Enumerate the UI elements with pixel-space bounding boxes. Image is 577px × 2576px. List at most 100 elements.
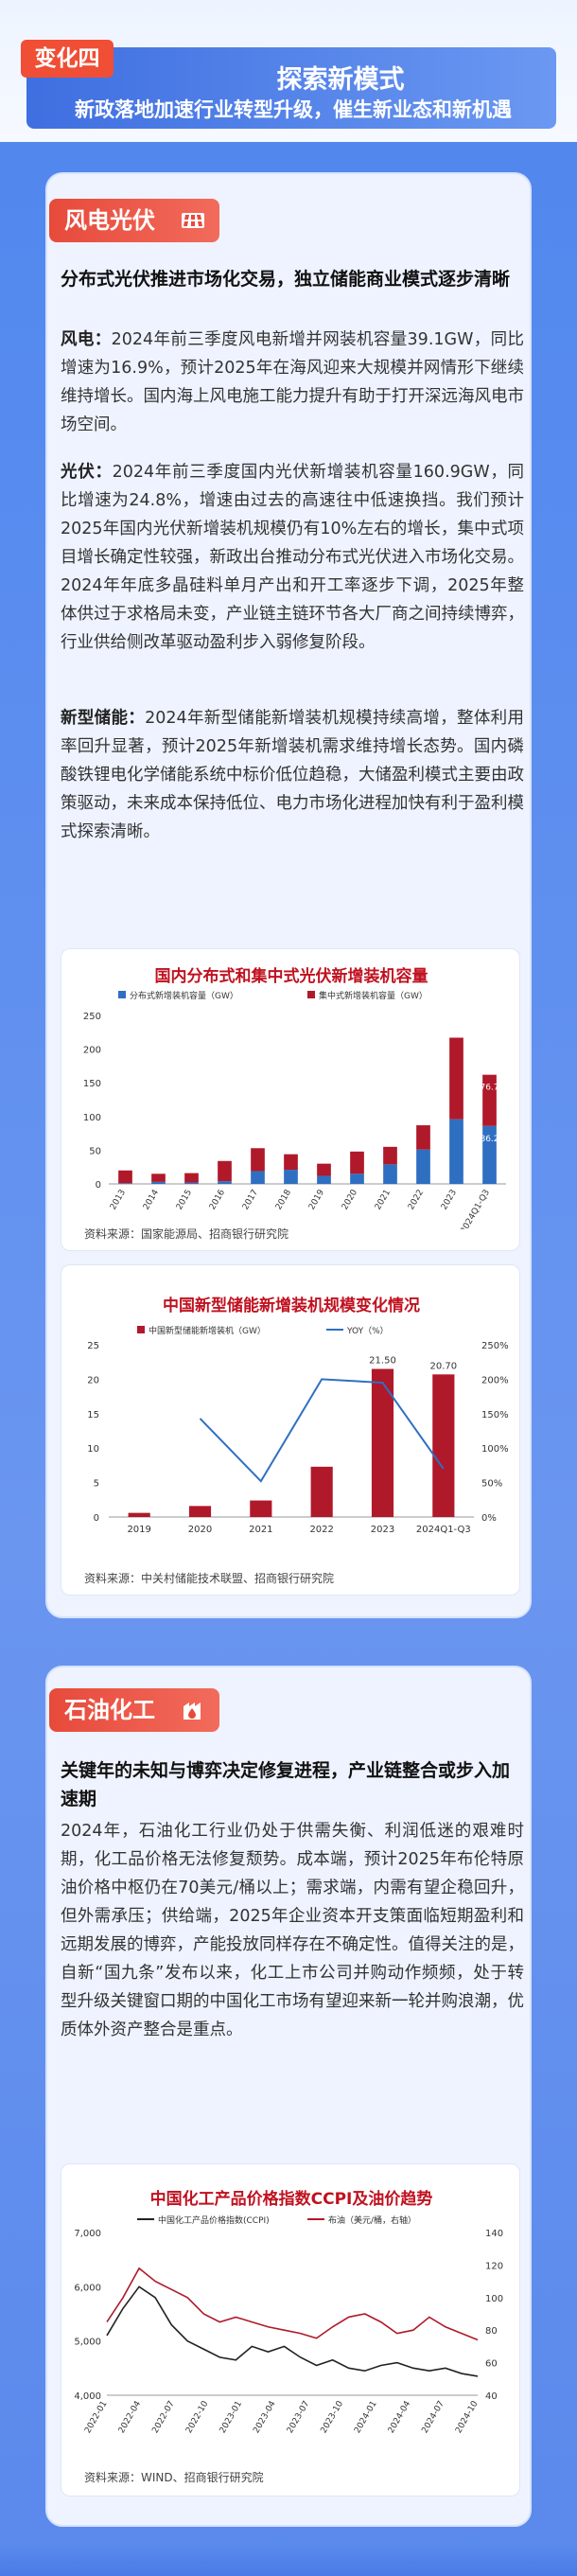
y2-tick-label: 80 — [485, 2326, 498, 2337]
y-tick-label: 0 — [94, 1513, 99, 1524]
bar — [250, 1500, 272, 1517]
banner-title: 探索新模式 — [276, 65, 405, 95]
section-badge-petrochemical: 石油化工 — [49, 1688, 219, 1732]
bar — [371, 1368, 394, 1517]
y-tick-label: 7,000 — [74, 2229, 101, 2239]
bar — [317, 1175, 331, 1184]
legend-label: YOY（%） — [346, 1326, 389, 1336]
storage-text: 2024年新型储能新增装机规模持续高增，整体利用率回升显著，预计2025年新增装… — [61, 709, 524, 841]
section-tag: 变化四 — [21, 40, 114, 78]
x-tick-label: 2021 — [374, 1189, 393, 1212]
x-tick-label: 2019 — [127, 1525, 150, 1535]
bar — [317, 1163, 331, 1176]
section1-headline: 分布式光伏推进市场化交易，独立储能商业模式逐步清晰 — [61, 269, 511, 290]
y2-tick-label: 50% — [481, 1479, 502, 1490]
y2-tick-label: 100% — [481, 1444, 509, 1455]
series-line — [106, 2285, 479, 2377]
chart-pv-installations: 国内分布式和集中式光伏新增装机容量 分布式新增装机容量（GW） 集中式新增装机容量… — [61, 948, 520, 1251]
x-tick-label: 2020 — [341, 1188, 359, 1211]
bar — [151, 1173, 166, 1182]
y2-tick-label: 150% — [481, 1410, 509, 1420]
section2-headline: 关键年的未知与博弈决定修复进程，产业链整合或步入加速期 — [61, 1760, 511, 1809]
x-tick-label: 2019 — [307, 1188, 326, 1211]
x-tick-label: 2018 — [274, 1188, 293, 1211]
legend-label: 集中式新增装机容量（GW） — [319, 990, 428, 1001]
bar — [151, 1181, 166, 1184]
bar — [482, 1074, 497, 1126]
badge-label: 风电光伏 — [64, 207, 155, 234]
x-tick-label: 2017 — [241, 1189, 260, 1212]
bar — [482, 1125, 497, 1184]
x-tick-label: 2024-10 — [454, 2399, 481, 2435]
data-label: 21.50 — [369, 1355, 396, 1366]
bar — [218, 1160, 232, 1182]
bar — [449, 1037, 463, 1120]
storage-label: 新型储能： — [61, 709, 146, 728]
data-label: 86.2 — [480, 1135, 498, 1144]
y-tick-label: 200 — [83, 1046, 101, 1056]
y-tick-label: 20 — [87, 1375, 99, 1385]
solar-panel-icon — [182, 213, 204, 228]
legend-label: 布油（美元/桶，右轴） — [328, 2214, 416, 2226]
x-tick-label: 2022-10 — [184, 2399, 211, 2435]
bar — [416, 1125, 430, 1150]
bar — [251, 1148, 265, 1172]
y-tick-label: 100 — [83, 1113, 101, 1123]
legend-label: 分布式新增装机容量（GW） — [130, 990, 238, 1001]
bar — [416, 1149, 430, 1184]
bar — [218, 1181, 232, 1184]
bar — [449, 1119, 463, 1184]
x-tick-label: 2021 — [249, 1525, 272, 1535]
x-tick-label: 2022-07 — [150, 2400, 176, 2436]
x-tick-label: 2022-01 — [83, 2400, 109, 2436]
x-tick-label: 2020 — [188, 1525, 212, 1535]
chart-ccpi-oil: 中国化工产品价格指数CCPI及油价趋势 中国化工产品价格指数(CCPI) 布油（美… — [61, 2163, 520, 2497]
chart2-source: 资料来源：中关村储能技术联盟、招商银行研究院 — [84, 1572, 335, 1585]
y-tick-label: 250 — [83, 1012, 101, 1022]
data-label: 76.7 — [480, 1084, 498, 1093]
x-tick-label: 2014 — [142, 1188, 161, 1211]
x-tick-label: 2023 — [371, 1525, 394, 1535]
y-tick-label: 5,000 — [74, 2338, 101, 2348]
wind-paragraph: 风电：2024年前三季度风电新增并网装机容量39.1GW，同比增速为16.9%，… — [61, 326, 524, 439]
bar — [383, 1146, 397, 1165]
y2-tick-label: 250% — [481, 1341, 509, 1351]
wind-label: 风电： — [61, 330, 112, 349]
y-tick-label: 15 — [87, 1410, 99, 1420]
x-tick-label: 2022 — [309, 1525, 333, 1535]
y2-tick-label: 60 — [485, 2359, 498, 2370]
chart3-title: 中国化工产品价格指数CCPI及油价趋势 — [149, 2190, 433, 2209]
y2-tick-label: 40 — [485, 2391, 498, 2402]
oil-drop-icon — [184, 1703, 201, 1720]
bar — [251, 1171, 265, 1184]
x-tick-label: 2015 — [175, 1189, 194, 1212]
badge-label-2: 石油化工 — [64, 1697, 155, 1723]
legend-swatch — [137, 1326, 145, 1333]
x-tick-label: 2022 — [407, 1189, 426, 1212]
card-wind-solar: 风电光伏 分布式光伏推进市场化交易，独立储能商业模式逐步清晰 风电：2024年前… — [45, 172, 532, 1618]
wind-text: 2024年前三季度风电新增并网装机容量39.1GW，同比增速为16.9%，预计2… — [61, 330, 524, 434]
y-tick-label: 25 — [87, 1341, 99, 1351]
bar — [432, 1374, 455, 1517]
x-tick-label: 2023 — [440, 1189, 459, 1212]
bar — [284, 1154, 298, 1171]
banner-subtitle: 新政落地加速行业转型升级，催生新业态和新机遇 — [75, 98, 512, 121]
chart2-svg: 中国新型储能新增装机（GW） YOY（%）05101520250%50%100%1… — [87, 1325, 509, 1535]
banner-band — [26, 47, 556, 129]
x-tick-label: 2023-04 — [252, 2399, 278, 2435]
bar — [118, 1170, 132, 1184]
yoy-line — [199, 1378, 445, 1483]
bar — [118, 1183, 132, 1184]
x-tick-label: 2024-07 — [420, 2400, 446, 2436]
y2-tick-label: 140 — [485, 2229, 503, 2239]
chart1-source: 资料来源：国家能源局、招商银行研究院 — [84, 1227, 289, 1241]
bottom-strip — [0, 2546, 577, 2576]
bar — [350, 1173, 364, 1184]
x-tick-label: 2024Q1-Q3 — [459, 1189, 492, 1230]
header-banner: 变化四 探索新模式 新政落地加速行业转型升级，催生新业态和新机遇 — [0, 0, 577, 142]
card-petrochemical: 石油化工 关键年的未知与博弈决定修复进程，产业链整合或步入加速期 2024年，石… — [45, 1666, 532, 2527]
x-tick-label: 2023-10 — [320, 2399, 346, 2435]
section-badge-wind-solar: 风电光伏 — [49, 199, 219, 242]
x-tick-label: 2024-04 — [387, 2399, 413, 2435]
